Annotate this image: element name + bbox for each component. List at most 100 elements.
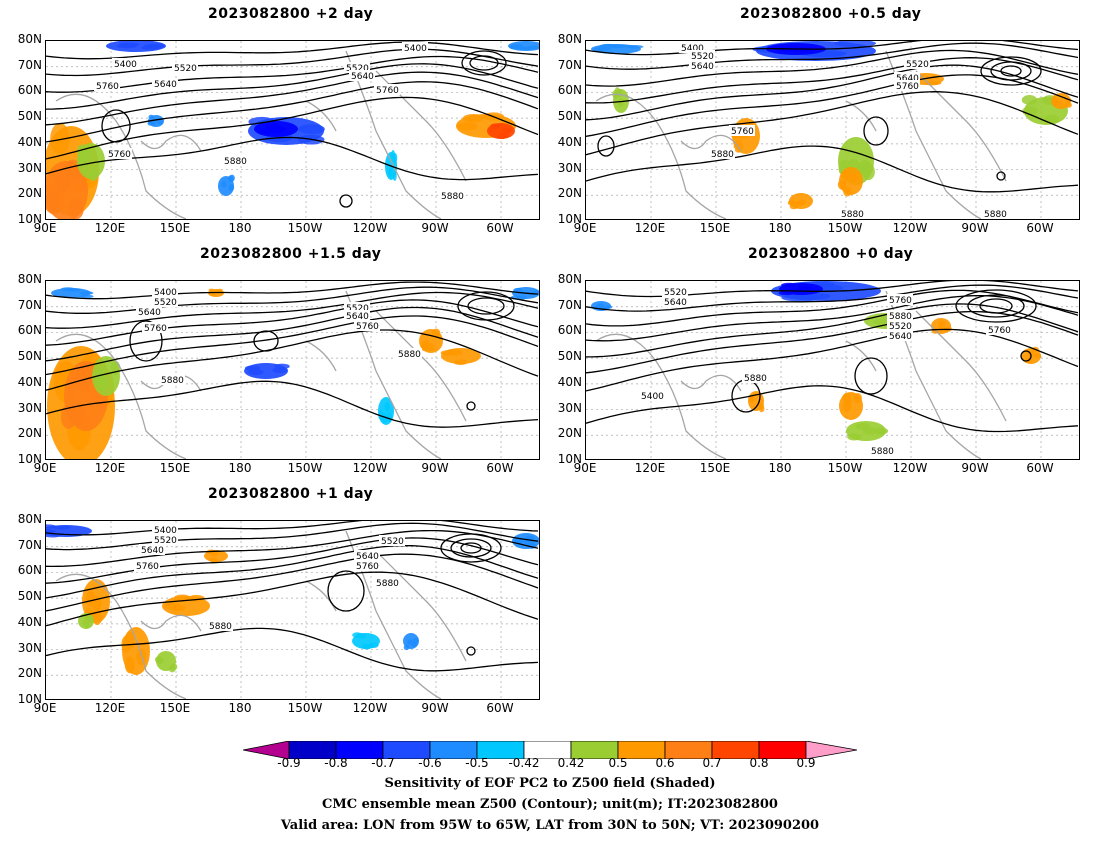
- sensitivity-shading: [862, 427, 877, 435]
- contour-label-bg: [152, 286, 178, 297]
- contour-label-bg: [354, 320, 380, 331]
- lon-tick-label: 150W: [287, 461, 323, 475]
- z500-contour: [46, 627, 539, 672]
- lat-tick-label: 50N: [17, 589, 42, 604]
- sensitivity-shading: [86, 615, 93, 621]
- lon-tick-label: 120E: [634, 221, 666, 235]
- z500-closed-contour: [440, 533, 502, 563]
- sensitivity-shading: [209, 558, 218, 563]
- contour-label-bg: [152, 78, 178, 89]
- lat-tick-label: 30N: [557, 160, 582, 175]
- contour-label-bg: [679, 42, 705, 53]
- contour-label-bg: [344, 310, 370, 321]
- lon-tick-label: 60W: [1026, 461, 1054, 475]
- coastline: [680, 374, 742, 392]
- lon-tick-label: 180: [768, 461, 792, 475]
- sensitivity-shading: [227, 175, 234, 183]
- panel-title-p3: 2023082800 +1.5 day: [200, 246, 382, 262]
- lat-tick-label: 30N: [17, 400, 42, 415]
- contour-label-bg: [396, 348, 422, 359]
- contour-label: 5880: [871, 447, 894, 457]
- sensitivity-shading: [420, 342, 430, 352]
- contour-label: 5880: [711, 150, 734, 160]
- lat-tick-label: 80N: [17, 512, 42, 526]
- sensitivity-shading: [386, 412, 393, 423]
- z500-contour: [46, 81, 539, 143]
- z500-contour: [46, 281, 539, 300]
- z500-closed-contour: [327, 570, 365, 612]
- contour-label: 5640: [154, 80, 177, 90]
- lon-tick-label: 90E: [573, 221, 597, 235]
- sensitivity-shading: [298, 124, 325, 135]
- lon-tick-label: 90W: [961, 461, 989, 475]
- sensitivity-shading: [274, 363, 290, 370]
- coastline: [595, 93, 727, 219]
- lon-tick-label: 150E: [159, 701, 191, 715]
- contour-label: 5880: [984, 210, 1007, 220]
- z500-closed-contour: [863, 116, 889, 146]
- z500-closed-contour: [597, 135, 615, 157]
- caption-line-3: Valid area: LON from 95W to 65W, LAT fro…: [280, 818, 820, 833]
- z500-contour: [46, 522, 539, 551]
- lon-tick-label: 90E: [33, 461, 57, 475]
- sensitivity-shading: [781, 294, 820, 302]
- colorbar-tick-label: -0.7: [371, 756, 395, 770]
- caption-line-1: Sensitivity of EOF PC2 to Z500 field (Sh…: [384, 776, 716, 791]
- sensitivity-shading: [91, 595, 102, 611]
- contour-label: 5760: [376, 86, 399, 96]
- z500-contour: [46, 291, 539, 329]
- colorbar-tick-label: -0.6: [418, 756, 442, 770]
- z500-closed-contour: [461, 50, 507, 76]
- sensitivity-shading: [46, 192, 60, 214]
- lat-tick-label: 20N: [557, 426, 582, 441]
- sensitivity-shading: [170, 663, 178, 671]
- sensitivity-shading: [928, 80, 942, 86]
- lat-tick-label: 60N: [557, 83, 582, 98]
- contour-label-bg: [402, 42, 428, 53]
- contour-label-bg: [742, 372, 768, 383]
- contour-label: 5520: [906, 60, 929, 70]
- lat-tick-label: 50N: [557, 109, 582, 124]
- sensitivity-shading: [938, 324, 946, 330]
- sensitivity-shading: [208, 288, 215, 292]
- lon-tick-label: 150E: [159, 461, 191, 475]
- sensitivity-shading: [390, 150, 396, 160]
- z500-contour: [46, 71, 539, 126]
- contour-label: 5760: [731, 127, 754, 137]
- lat-tick-label: 80N: [17, 32, 42, 46]
- contour-label-bg: [374, 84, 400, 95]
- coastline: [845, 100, 877, 132]
- sensitivity-shading: [79, 291, 94, 295]
- sensitivity-shading: [1022, 106, 1038, 117]
- sensitivity-shading: [228, 184, 235, 192]
- coastline: [885, 50, 982, 219]
- z500-contour: [586, 91, 1079, 156]
- lat-tick-label: 30N: [17, 160, 42, 175]
- sensitivity-shading: [407, 639, 413, 645]
- contour-label: 5880: [398, 350, 421, 360]
- colorbar-tick-label: 0.7: [702, 756, 722, 770]
- contour-label: 5880: [224, 157, 247, 167]
- colorbar-tick-label: 0.9: [796, 756, 816, 770]
- contour-label: 5640: [141, 546, 164, 556]
- sensitivity-shading: [356, 633, 366, 639]
- contour-label: 5880: [441, 192, 464, 202]
- z500-contour: [586, 49, 1079, 87]
- lat-tick-label: 60N: [557, 323, 582, 338]
- z500-closed-contour: [980, 56, 1042, 86]
- contour-label-bg: [729, 125, 755, 136]
- sensitivity-shading: [52, 525, 71, 530]
- coastline: [915, 310, 1007, 422]
- sensitivity-shading: [95, 371, 106, 386]
- contour-label: 5400: [681, 44, 704, 54]
- contour-label: 5640: [889, 332, 912, 342]
- contour-label-bg: [709, 148, 735, 159]
- sensitivity-shading: [264, 123, 281, 130]
- contour-label: 5760: [988, 326, 1011, 336]
- lon-tick-label: 90W: [961, 221, 989, 235]
- contour-label: 5400: [641, 392, 664, 402]
- sensitivity-shading: [513, 287, 524, 293]
- map-panel-plus-0-5-day: 5400 5520 5640 5520 5640 5760 5760 5880 5880 5880: [585, 40, 1080, 220]
- lon-tick-label: 150E: [699, 461, 731, 475]
